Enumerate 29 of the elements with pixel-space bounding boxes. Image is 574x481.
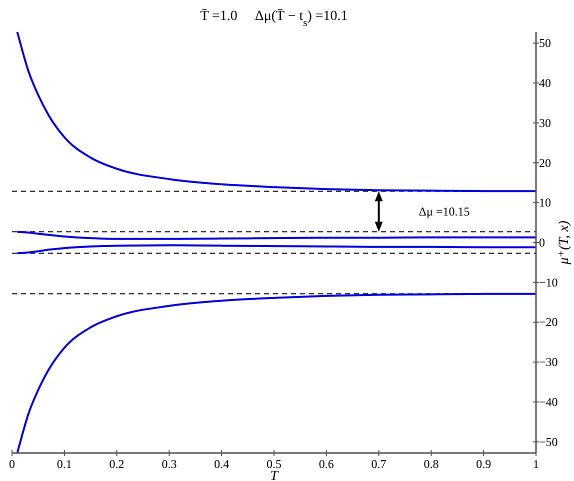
y-tick-label: −10 (539, 275, 558, 290)
x-tick-label: 0.6 (318, 457, 334, 471)
x-tick-label: 0 (9, 457, 15, 471)
line-series (16, 244, 537, 254)
y-tick-label: −20 (539, 315, 558, 330)
x-tick-label: 0.5 (266, 457, 282, 471)
line-series (16, 292, 537, 454)
chart-title: T̄ =1.0 Δμ(T̄ − t$_{s}$) =10.1 (200, 8, 348, 28)
x-tick-label: 0.7 (371, 457, 386, 471)
y-tick-label: −30 (539, 355, 558, 370)
x-tick-label: 1 (533, 457, 539, 471)
x-tick-label: 0.8 (424, 457, 439, 471)
y-tick-label: 50 (539, 36, 551, 50)
x-tick-label: 0.4 (214, 457, 230, 471)
line-series (16, 230, 537, 240)
y-tick-label: −40 (539, 394, 558, 409)
x-tick-label: 0.3 (162, 457, 177, 471)
y-tick-label: 10 (539, 196, 551, 210)
y-tick-label: 30 (539, 116, 551, 130)
y-tick-label: −50 (539, 434, 558, 449)
x-tick-label: 0.1 (56, 457, 72, 471)
x-tick-label: 0.2 (109, 457, 124, 471)
x-tick-label: 0.9 (476, 457, 492, 471)
y-tick-label: 40 (539, 76, 551, 90)
y-tick-label: 20 (539, 156, 551, 170)
y-axis-title: μ⁺(T, x) (557, 220, 572, 266)
y-tick-label: 0 (539, 236, 545, 250)
x-axis-title: T (270, 469, 280, 481)
annotation: Δμ =10.15 (418, 204, 470, 219)
